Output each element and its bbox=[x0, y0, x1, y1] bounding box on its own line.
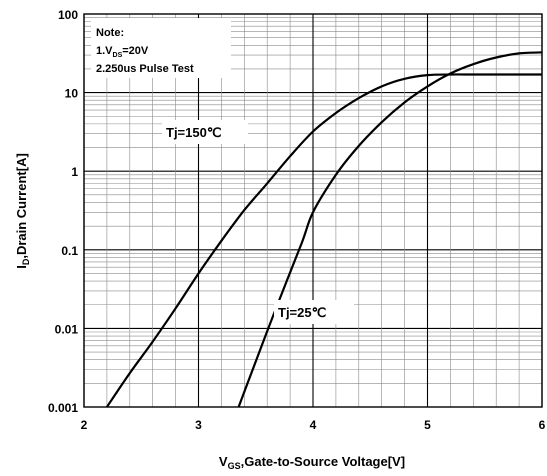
note-box: Note: 1.VDS=20V 2.250us Pulse Test bbox=[91, 18, 231, 78]
annotation-150-background bbox=[162, 120, 248, 144]
x-tick-label: 2 bbox=[81, 418, 88, 432]
y-axis-title: ID,Drain Current[A] bbox=[14, 153, 31, 269]
y-axis-title-rest: ,Drain Current[A] bbox=[14, 153, 29, 258]
annotation-25-background bbox=[274, 300, 354, 324]
y-axis-title-main: I bbox=[14, 265, 29, 269]
curves bbox=[105, 51, 543, 408]
x-tick-label: 3 bbox=[195, 418, 202, 432]
x-tick-label: 5 bbox=[424, 418, 431, 432]
y-tick-label: 10 bbox=[65, 87, 79, 101]
y-tick-label: 0.001 bbox=[48, 401, 78, 415]
x-tick-label: 6 bbox=[539, 418, 546, 432]
x-axis-title: VGS,Gate-to-Source Voltage[V] bbox=[219, 454, 405, 471]
y-axis-title-sub: D bbox=[21, 258, 31, 265]
note-title: Note: bbox=[96, 27, 124, 39]
note-line-1: 1.VDS=20V bbox=[96, 45, 149, 59]
y-tick-labels: 0.001 0.01 0.1 1 10 100 bbox=[48, 8, 78, 415]
x-tick-labels: 2 3 4 5 6 bbox=[81, 418, 546, 432]
curve-tj-25 bbox=[237, 51, 543, 408]
note-line-1-main: 1.V bbox=[96, 45, 113, 57]
note-line-1-sub: DS bbox=[113, 52, 123, 59]
note-line-2: 2.250us Pulse Test bbox=[96, 63, 194, 75]
x-axis-title-main: V bbox=[219, 454, 228, 469]
x-axis-title-rest: ,Gate-to-Source Voltage[V] bbox=[241, 454, 405, 469]
note-line-1-rest: =20V bbox=[122, 45, 149, 57]
y-tick-label: 0.1 bbox=[61, 244, 78, 258]
x-tick-label: 4 bbox=[310, 418, 317, 432]
x-axis-title-sub: GS bbox=[228, 461, 241, 471]
plot-frame bbox=[83, 13, 543, 408]
curve-tj-150 bbox=[105, 73, 542, 408]
note-box-background bbox=[91, 18, 231, 78]
y-tick-label: 100 bbox=[58, 8, 78, 22]
annotation-tj-25: Tj=25℃ bbox=[278, 305, 326, 320]
grid bbox=[83, 13, 543, 408]
annotation-tj-150: Tj=150℃ bbox=[166, 125, 221, 140]
y-tick-label: 0.01 bbox=[55, 322, 79, 336]
y-tick-label: 1 bbox=[71, 165, 78, 179]
